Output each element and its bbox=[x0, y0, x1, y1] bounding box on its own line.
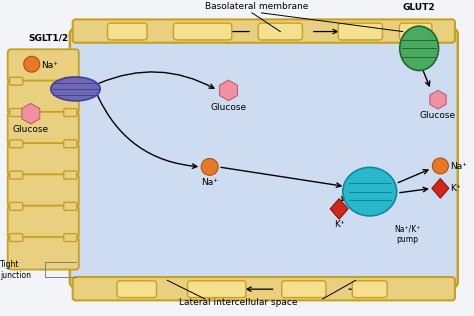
Text: SGLT1/2: SGLT1/2 bbox=[28, 33, 69, 42]
FancyBboxPatch shape bbox=[8, 49, 79, 82]
Text: K⁺: K⁺ bbox=[334, 220, 345, 229]
FancyBboxPatch shape bbox=[400, 23, 432, 40]
FancyBboxPatch shape bbox=[9, 171, 23, 179]
FancyBboxPatch shape bbox=[73, 277, 455, 301]
Ellipse shape bbox=[343, 167, 397, 216]
Text: Na⁺/K⁺
pump: Na⁺/K⁺ pump bbox=[394, 224, 420, 244]
FancyBboxPatch shape bbox=[352, 281, 387, 298]
Ellipse shape bbox=[400, 26, 438, 70]
FancyBboxPatch shape bbox=[8, 112, 79, 144]
FancyBboxPatch shape bbox=[64, 109, 77, 117]
Polygon shape bbox=[22, 103, 40, 124]
FancyBboxPatch shape bbox=[73, 19, 455, 43]
Text: Glucose: Glucose bbox=[210, 103, 246, 112]
FancyBboxPatch shape bbox=[64, 77, 77, 85]
FancyBboxPatch shape bbox=[258, 23, 302, 40]
FancyBboxPatch shape bbox=[8, 206, 79, 238]
FancyBboxPatch shape bbox=[64, 171, 77, 179]
Text: Na⁺: Na⁺ bbox=[201, 178, 218, 187]
FancyBboxPatch shape bbox=[8, 174, 79, 207]
Polygon shape bbox=[219, 80, 237, 100]
Circle shape bbox=[201, 159, 218, 175]
FancyBboxPatch shape bbox=[9, 77, 23, 85]
FancyBboxPatch shape bbox=[8, 237, 79, 270]
Text: Glucose: Glucose bbox=[420, 111, 456, 120]
Circle shape bbox=[432, 158, 448, 174]
Text: Glucose: Glucose bbox=[13, 125, 49, 134]
FancyBboxPatch shape bbox=[9, 202, 23, 210]
Polygon shape bbox=[330, 199, 348, 219]
FancyBboxPatch shape bbox=[64, 234, 77, 241]
Text: Basolateral membrane: Basolateral membrane bbox=[205, 2, 309, 11]
FancyBboxPatch shape bbox=[9, 109, 23, 117]
FancyBboxPatch shape bbox=[188, 281, 246, 298]
Text: Lateral intercellular space: Lateral intercellular space bbox=[179, 298, 297, 307]
FancyBboxPatch shape bbox=[64, 202, 77, 210]
FancyBboxPatch shape bbox=[9, 234, 23, 241]
Ellipse shape bbox=[51, 77, 100, 101]
FancyBboxPatch shape bbox=[8, 143, 79, 176]
Polygon shape bbox=[430, 90, 446, 109]
Text: K⁺: K⁺ bbox=[450, 184, 460, 193]
FancyBboxPatch shape bbox=[64, 140, 77, 148]
FancyBboxPatch shape bbox=[70, 29, 458, 287]
Text: Tight
junction: Tight junction bbox=[0, 259, 31, 280]
Text: Na⁺: Na⁺ bbox=[450, 162, 467, 171]
Text: Na⁺: Na⁺ bbox=[41, 61, 58, 70]
Text: GLUT2: GLUT2 bbox=[403, 3, 436, 12]
Circle shape bbox=[24, 56, 40, 72]
FancyBboxPatch shape bbox=[9, 140, 23, 148]
FancyBboxPatch shape bbox=[338, 23, 383, 40]
FancyBboxPatch shape bbox=[282, 281, 326, 298]
FancyBboxPatch shape bbox=[173, 23, 232, 40]
FancyBboxPatch shape bbox=[8, 81, 79, 113]
FancyBboxPatch shape bbox=[108, 23, 147, 40]
Polygon shape bbox=[432, 179, 449, 198]
FancyBboxPatch shape bbox=[117, 281, 156, 298]
